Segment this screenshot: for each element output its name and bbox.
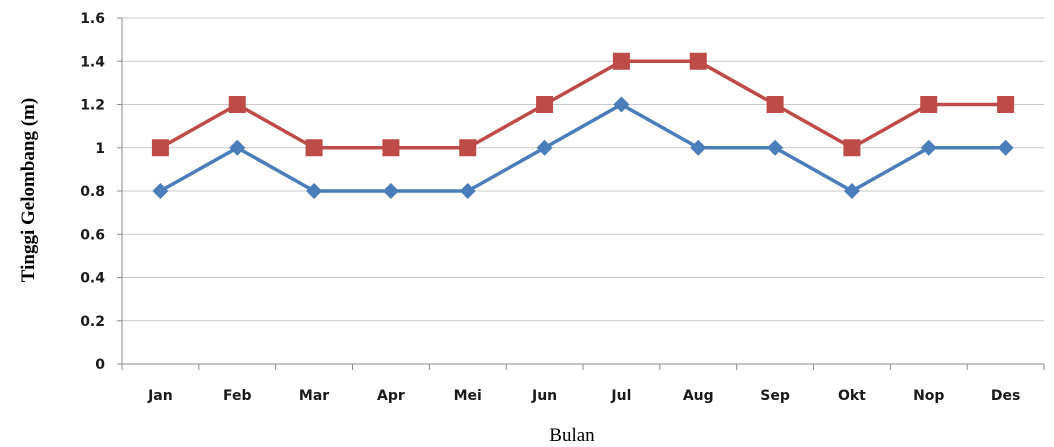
series-2-point [229, 139, 246, 156]
axis-layer [117, 17, 1045, 370]
y-tick-label: 0 [95, 357, 105, 373]
x-tick-label: Nop [913, 388, 944, 404]
y-tick-label: 0.8 [80, 184, 105, 200]
series-2-point [613, 96, 630, 113]
series-2-point [536, 139, 553, 156]
series-2-point [997, 139, 1014, 156]
y-tick-label: 1.6 [80, 11, 105, 27]
series-1-point [305, 139, 323, 157]
x-tick-label: Jul [610, 388, 631, 404]
x-tick-label: Des [991, 388, 1020, 404]
series-2-point [152, 183, 169, 199]
x-tick-label: Mar [299, 388, 329, 404]
grid-layer [122, 17, 1044, 322]
x-tick-label: Mei [454, 388, 482, 404]
y-tick-label: 0.6 [80, 227, 105, 243]
series-2-point [920, 139, 937, 156]
label-layer: 0 0.2 0.4 0.6 0.8 1 1.2 1.4 1.6 Jan Feb Mar Apr Mei Ju… [80, 11, 1020, 404]
series-2-point [843, 183, 860, 199]
y-tick-label: 0.2 [80, 314, 105, 330]
x-tick-label: Feb [223, 388, 252, 404]
series-1-point [382, 139, 400, 157]
series-2-point [382, 183, 399, 199]
series-layer [151, 52, 1015, 199]
series-2-point [459, 183, 476, 199]
series-1-point [843, 139, 861, 157]
y-tick-label: 1.4 [80, 54, 105, 70]
x-tick-label: Aug [683, 388, 714, 404]
x-tick-label: Apr [377, 388, 405, 404]
series-1-point [228, 96, 246, 113]
series-1-point [766, 96, 784, 113]
series-2-point [767, 139, 784, 156]
y-tick-label: 0.4 [80, 271, 105, 287]
x-tick-label: Okt [838, 388, 866, 404]
x-axis-title: Bulan [549, 425, 595, 446]
series-1-point [612, 52, 630, 70]
series-2-line [159, 102, 1006, 194]
series-1-point [689, 52, 707, 70]
x-tick-label: Sep [760, 388, 790, 404]
y-axis-title: Tinggi Gelombang (m) [18, 98, 39, 282]
series-1-point [536, 96, 554, 113]
series-1-point [920, 96, 938, 113]
series-2-point [306, 183, 323, 199]
series-1-point [459, 139, 477, 157]
x-tick-label: Jan [147, 388, 173, 404]
series-1-line [159, 59, 1006, 150]
y-tick-label: 1 [95, 141, 105, 157]
series-1-point [151, 139, 169, 157]
x-tick-label: Jun [531, 388, 557, 404]
series-1-point [997, 96, 1015, 113]
y-tick-label: 1.2 [80, 98, 105, 114]
series-2-point [690, 139, 707, 156]
